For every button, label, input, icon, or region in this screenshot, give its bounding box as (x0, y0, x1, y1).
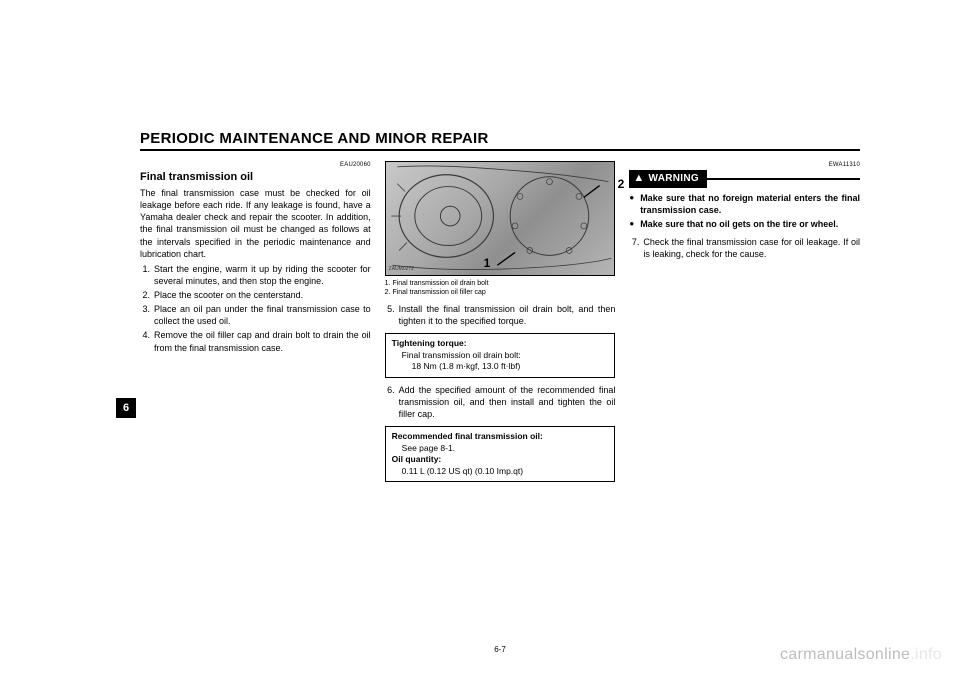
page-number: 6-7 (494, 645, 506, 654)
figure-callout-2: 2 (618, 176, 625, 192)
step-1: 1.Start the engine, warm it up by riding… (140, 263, 371, 287)
watermark: carmanualsonline.info (780, 646, 942, 664)
torque-title: Tightening torque: (392, 338, 609, 349)
watermark-part-a: carmanualsonline (780, 646, 910, 663)
torque-line-1: Final transmission oil drain bolt: (392, 350, 609, 361)
step-7: 7.Check the final transmission case for … (629, 236, 860, 260)
content-columns: EAU20060 Final transmission oil The fina… (140, 161, 860, 488)
torque-line-2: 18 Nm (1.8 m·kgf, 13.0 ft·lbf) (392, 361, 609, 372)
caption-line-1: 1. Final transmission oil drain bolt (385, 279, 616, 288)
section-heading: Final transmission oil (140, 170, 371, 185)
column-3: EWA11310 ▲ WARNING Make sure that no for… (629, 161, 860, 488)
step-3: 3.Place an oil pan under the final trans… (140, 303, 371, 327)
step-2: 2.Place the scooter on the center­stand. (140, 289, 371, 301)
diagram-svg (386, 162, 615, 275)
oil-title-1: Recommended final transmission oil: (392, 431, 609, 442)
caption-line-2: 2. Final transmission oil filler cap (385, 288, 616, 297)
warning-badge: ▲ WARNING (629, 170, 707, 188)
figure-caption: 1. Final transmission oil drain bolt 2. … (385, 279, 616, 297)
column-2: 1 2 ZAUM0272 1. Final transmission oil d… (385, 161, 616, 488)
doc-code-1: EAU20060 (140, 161, 371, 169)
step-5: 5.Install the final transmission oil dra… (385, 303, 616, 327)
side-tab: 6 (116, 398, 136, 418)
transmission-diagram: 1 2 ZAUM0272 (385, 161, 616, 276)
warning-header: ▲ WARNING (629, 170, 860, 188)
step-6: 6.Add the specified amount of the recomm… (385, 384, 616, 420)
warning-bullet-1: Make sure that no foreign mate­rial ente… (629, 192, 860, 216)
steps-list-2b: 6.Add the specified amount of the recomm… (385, 384, 616, 420)
intro-text: The final transmission case must be chec… (140, 187, 371, 260)
step-4: 4.Remove the oil filler cap and drain bo… (140, 329, 371, 353)
page-title: PERIODIC MAINTENANCE AND MINOR REPAIR (140, 130, 860, 151)
column-1: EAU20060 Final transmission oil The fina… (140, 161, 371, 488)
steps-list-1: 1.Start the engine, warm it up by riding… (140, 263, 371, 354)
warning-label: WARNING (649, 172, 699, 186)
steps-list-3: 7.Check the final transmission case for … (629, 236, 860, 260)
warning-rule (707, 178, 860, 180)
side-tab-label: 6 (123, 402, 129, 414)
figure-credit: ZAUM0272 (389, 266, 414, 273)
torque-spec-box: Tightening torque: Final transmission oi… (385, 333, 616, 377)
oil-line-2: 0.11 L (0.12 US qt) (0.10 Imp.qt) (392, 466, 609, 477)
oil-spec-box: Recommended final transmission oil: See … (385, 426, 616, 482)
figure-callout-1: 1 (484, 255, 491, 271)
watermark-part-b: .info (910, 646, 942, 663)
oil-line-1: See page 8-1. (392, 443, 609, 454)
warning-bullets: Make sure that no foreign mate­rial ente… (629, 192, 860, 230)
warning-bullet-2: Make sure that no oil gets on the tire o… (629, 218, 860, 230)
steps-list-2a: 5.Install the final transmission oil dra… (385, 303, 616, 327)
manual-page: PERIODIC MAINTENANCE AND MINOR REPAIR EA… (140, 130, 860, 610)
oil-title-2: Oil quantity: (392, 454, 609, 465)
warning-triangle-icon: ▲ (633, 173, 644, 184)
doc-code-2: EWA11310 (629, 161, 860, 169)
